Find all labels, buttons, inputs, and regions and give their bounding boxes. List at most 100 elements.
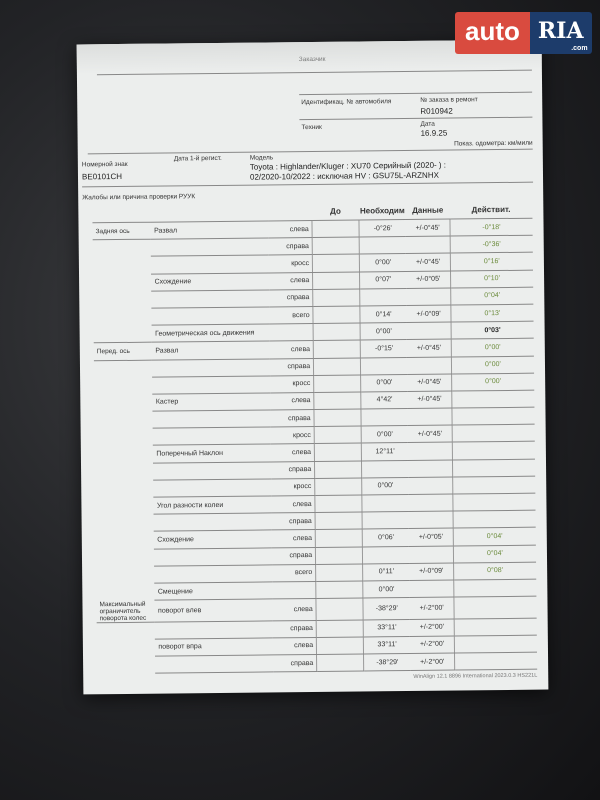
row-before — [316, 598, 364, 621]
row-item — [151, 306, 271, 326]
row-item — [153, 427, 272, 446]
row-tolerance — [408, 511, 454, 529]
row-side — [270, 323, 314, 342]
row-item: Развал — [150, 220, 270, 240]
row-item — [151, 238, 270, 257]
row-item: Развал — [152, 341, 271, 360]
row-actual — [452, 441, 535, 460]
technician-label: Техник — [301, 123, 322, 132]
row-actual — [453, 579, 537, 598]
row-side: справа — [273, 654, 317, 673]
row-side: кросс — [269, 254, 313, 273]
row-spec — [361, 408, 409, 427]
logo-auto: auto — [455, 12, 530, 54]
logo-suffix: .com — [571, 45, 588, 52]
customer-label: Заказчик — [298, 55, 326, 64]
row-before — [313, 323, 361, 341]
row-actual — [452, 510, 536, 529]
row-tolerance — [406, 287, 451, 306]
row-side: слева — [271, 443, 315, 462]
row-side: слева — [270, 392, 315, 411]
model-label: Модель — [249, 154, 274, 162]
row-group — [94, 377, 153, 395]
row-side: справа — [273, 620, 317, 638]
row-side: слева — [273, 637, 317, 655]
row-item: поворот впра — [155, 637, 274, 657]
row-group — [93, 239, 152, 257]
row-side: справа — [270, 409, 315, 428]
row-tolerance: +/-0°45' — [407, 390, 452, 409]
row-spec — [359, 288, 407, 306]
row-item — [154, 547, 273, 566]
row-side: кросс — [271, 426, 315, 445]
row-tolerance — [407, 356, 452, 375]
row-actual — [453, 617, 537, 636]
row-before — [313, 340, 361, 358]
row-item — [153, 478, 272, 498]
logo-ria-text: RIA — [537, 18, 584, 44]
row-before — [312, 271, 360, 290]
alignment-table: До Необходим Данные Действит. Задняя ось… — [92, 199, 538, 675]
row-spec: 0°00' — [359, 253, 407, 272]
row-tolerance: +/-0°45' — [407, 373, 452, 392]
row-spec: 12°11' — [361, 442, 409, 461]
row-spec: -0°15' — [360, 339, 408, 358]
row-before — [313, 357, 361, 376]
date-label: Дата — [420, 120, 435, 128]
row-spec: 0°00' — [361, 477, 409, 495]
row-tolerance — [406, 322, 452, 340]
row-before — [312, 254, 360, 273]
order-label: № заказа в ремонт — [420, 96, 478, 104]
row-group — [94, 411, 153, 429]
row-before — [314, 443, 362, 462]
row-tolerance — [408, 459, 453, 478]
row-tolerance — [409, 545, 454, 564]
row-spec — [359, 236, 407, 255]
row-group — [95, 428, 154, 446]
row-tolerance — [407, 408, 452, 426]
row-item — [151, 289, 270, 309]
row-before — [315, 512, 363, 530]
row-actual — [451, 424, 535, 443]
row-spec — [361, 460, 409, 478]
row-group — [94, 360, 153, 378]
row-spec: 4°42' — [360, 391, 408, 410]
column-actual: Действит. — [449, 199, 533, 220]
row-spec: 0°07' — [359, 271, 407, 289]
row-side: всего — [272, 564, 316, 582]
row-tolerance: +/-2°00' — [410, 618, 455, 637]
row-tolerance — [408, 476, 453, 495]
row-before — [315, 494, 363, 513]
row-item: Поперечный Наклон — [153, 444, 272, 463]
row-actual: 0°04' — [450, 286, 534, 305]
row-before — [312, 237, 360, 255]
row-spec — [361, 494, 409, 513]
row-tolerance — [408, 442, 453, 461]
row-group — [94, 394, 153, 412]
row-actual: 0°10' — [450, 269, 534, 288]
row-tolerance: +/-0°45' — [406, 253, 451, 272]
row-tolerance — [406, 236, 451, 254]
row-side: слева — [272, 598, 317, 621]
row-item — [153, 461, 272, 480]
row-item: Угол разности колеи — [153, 495, 273, 515]
row-tolerance: +/-0°45' — [407, 339, 452, 358]
row-group — [97, 622, 156, 640]
row-side — [272, 581, 317, 600]
row-item: поворот влев — [154, 599, 274, 622]
row-group — [96, 514, 155, 532]
row-side: справа — [272, 512, 316, 531]
row-spec: 33°11' — [363, 636, 411, 654]
row-item — [155, 620, 274, 639]
row-actual: 0°00' — [451, 338, 534, 357]
row-side: справа — [271, 461, 315, 479]
row-group — [96, 583, 155, 601]
order-number: R010942 — [420, 106, 453, 116]
row-side: слева — [269, 272, 313, 290]
row-tolerance: +/-0°05' — [406, 270, 451, 289]
row-side: кросс — [271, 478, 316, 496]
row-item: Кастер — [152, 392, 271, 412]
row-before — [313, 391, 362, 410]
row-actual: 0°00' — [451, 355, 535, 374]
row-group — [95, 463, 154, 481]
